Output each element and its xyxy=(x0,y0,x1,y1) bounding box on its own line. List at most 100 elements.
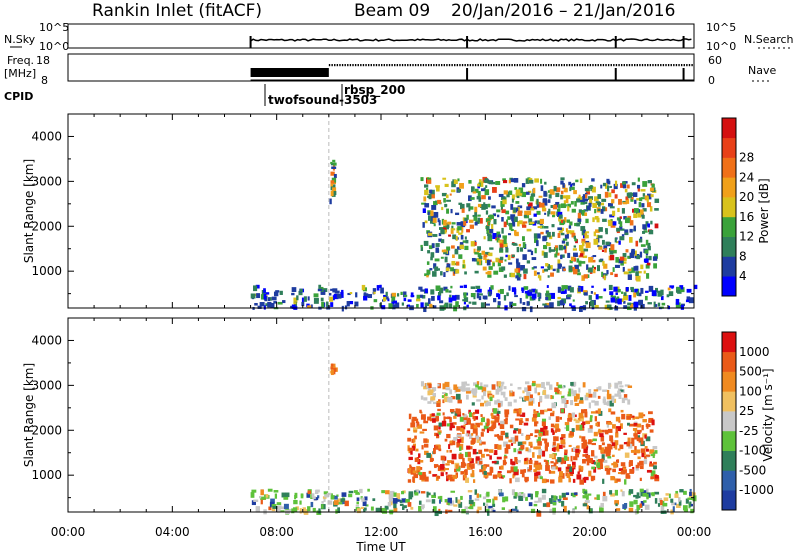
velocity-echo xyxy=(571,412,576,418)
velocity-echo xyxy=(472,427,478,434)
velocity-echo xyxy=(497,471,502,474)
velocity-echo xyxy=(333,367,337,372)
velocity-echo xyxy=(493,408,498,414)
velocity-echo xyxy=(434,432,438,437)
velocity-echo xyxy=(543,459,547,463)
power-echo xyxy=(487,180,493,184)
power-ground-scatter xyxy=(496,293,500,298)
power-ground-scatter xyxy=(332,288,338,293)
velocity-echo xyxy=(523,458,529,465)
velocity-ground-scatter xyxy=(321,504,324,509)
power-echo xyxy=(610,244,615,251)
velocity-echo xyxy=(581,409,585,414)
velocity-echo xyxy=(442,412,445,416)
power-ground-scatter xyxy=(407,299,412,302)
velocity-ground-scatter xyxy=(355,504,359,507)
velocity-echo xyxy=(591,460,596,465)
power-ground-scatter xyxy=(265,292,270,295)
power-echo xyxy=(542,207,547,212)
power-echo xyxy=(459,242,464,247)
velocity-echo xyxy=(524,476,529,482)
power-echo xyxy=(438,238,443,242)
velocity-echo xyxy=(556,445,560,452)
power-ground-scatter xyxy=(569,303,572,307)
velocity-echo xyxy=(534,387,537,394)
velocity-echo xyxy=(558,476,563,483)
velocity-ground-scatter xyxy=(504,496,509,502)
power-echo xyxy=(654,198,660,203)
power-echo xyxy=(635,240,639,247)
power-echo xyxy=(600,184,603,189)
velocity-echo xyxy=(626,416,632,420)
velocity-echo xyxy=(428,383,432,389)
power-ground-scatter xyxy=(443,286,448,291)
freq-dot xyxy=(503,64,505,67)
velocity-echo xyxy=(418,453,421,458)
power-ground-scatter xyxy=(403,298,407,302)
power-echo xyxy=(595,229,600,233)
power-echo xyxy=(633,225,636,231)
power-echo xyxy=(627,192,633,198)
velocity-echo xyxy=(549,384,553,390)
velocity-echo xyxy=(445,463,450,466)
power-echo xyxy=(516,246,520,253)
velocity-ground-scatter xyxy=(552,502,557,506)
power-ground-scatter xyxy=(254,293,258,297)
power-echo xyxy=(526,191,530,195)
power-echo xyxy=(648,229,654,235)
power-echo xyxy=(592,217,595,223)
power-echo xyxy=(584,198,588,202)
power-ground-scatter xyxy=(270,302,275,309)
velocity-echo xyxy=(601,458,604,462)
colorbar-bin xyxy=(722,332,736,353)
velocity-echo xyxy=(623,394,628,398)
power-ground-scatter xyxy=(685,299,690,303)
power-ground-scatter xyxy=(557,286,561,293)
velocity-ground-scatter xyxy=(482,496,487,500)
velocity-echo xyxy=(513,409,518,414)
velocity-echo xyxy=(629,414,632,418)
velocity-echo xyxy=(483,391,486,394)
velocity-ground-scatter xyxy=(644,504,650,510)
power-echo xyxy=(647,193,652,200)
power-echo xyxy=(628,271,632,274)
power-echo xyxy=(654,223,659,229)
velocity-echo xyxy=(575,445,580,449)
freq-dot xyxy=(459,64,461,67)
velocity-ground-scatter xyxy=(573,492,578,495)
velocity-ground-scatter xyxy=(302,507,306,514)
power-echo xyxy=(597,208,601,212)
colorbar-tick-label: 12 xyxy=(739,230,754,244)
velocity-echo xyxy=(541,430,546,436)
power-ground-scatter xyxy=(588,295,592,300)
velocity-ground-scatter xyxy=(364,496,368,501)
velocity-echo xyxy=(426,452,431,458)
nsky-tick-low: 10^0 xyxy=(39,40,69,53)
power-echo xyxy=(424,203,430,208)
velocity-echo xyxy=(533,446,538,450)
power-echo xyxy=(619,225,623,230)
freq-dot xyxy=(631,64,633,67)
colorbar-bin xyxy=(722,430,736,451)
velocity-echo xyxy=(631,437,635,443)
velocity-ground-scatter xyxy=(276,502,282,506)
power-ground-scatter xyxy=(347,292,351,296)
velocity-ground-scatter xyxy=(393,492,397,497)
freq-dot xyxy=(506,64,508,67)
freq-dot xyxy=(613,64,615,67)
velocity-echo xyxy=(463,415,468,421)
velocity-ground-scatter xyxy=(530,493,533,500)
velocity-echo xyxy=(432,418,436,423)
velocity-ground-scatter xyxy=(636,492,640,497)
velocity-echo xyxy=(486,454,490,457)
velocity-ground-scatter xyxy=(615,500,620,505)
velocity-echo xyxy=(514,456,518,462)
power-echo xyxy=(563,220,566,225)
velocity-echo xyxy=(504,456,508,459)
power-ground-scatter xyxy=(379,284,382,288)
velocity-echo xyxy=(420,381,424,387)
power-ground-scatter xyxy=(318,284,322,289)
power-echo xyxy=(646,202,652,208)
power-ground-scatter xyxy=(557,300,561,307)
